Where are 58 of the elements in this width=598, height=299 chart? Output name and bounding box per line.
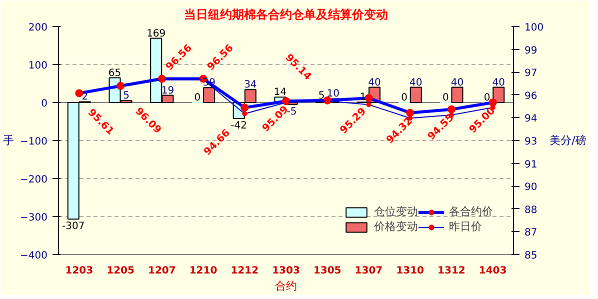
x-tick-label: 1210 [189, 266, 218, 276]
data-label: -307 [62, 221, 85, 232]
data-label: 40 [368, 77, 381, 88]
data-label: 10 [326, 88, 340, 100]
y2-tick-label: 85 [524, 250, 538, 262]
y2-tick-label: 93 [524, 136, 538, 148]
data-label: 5 [318, 90, 325, 102]
y2-tick-label: 88 [524, 204, 538, 216]
y2-tick-label: 91 [524, 159, 538, 170]
y2-tick-label: 96 [524, 90, 538, 102]
data-label: 0 [484, 92, 490, 104]
x-tick-label: 1203 [65, 266, 94, 276]
y2-tick-label: 100 [524, 22, 544, 34]
x-tick-label: 1303 [272, 266, 300, 276]
legend-label: 价格变动 [374, 219, 418, 234]
data-label: 65 [108, 68, 122, 79]
y-tick-label: −100 [20, 136, 48, 148]
y2-tick-label: 97 [524, 68, 538, 80]
data-label: -42 [230, 120, 248, 132]
y-tick-label: −400 [20, 250, 48, 262]
legend-label: 昨日价 [449, 219, 482, 234]
x-tick-label: 1205 [106, 266, 135, 276]
data-label: 39 [202, 78, 216, 89]
x-tick-label: 1307 [354, 266, 383, 276]
data-label: 0 [401, 92, 408, 104]
data-label: 169 [146, 28, 166, 40]
x-axis-title: 合约 [275, 280, 297, 292]
y-tick-label: 200 [28, 22, 48, 34]
y2-tick-label: 94 [524, 114, 538, 125]
data-label: 40 [410, 77, 422, 88]
x-tick-label: 1212 [230, 266, 259, 276]
data-label: 0 [194, 92, 201, 104]
chart-title: 当日纽约期棉各合约仓单及结算价变动 [184, 8, 388, 22]
y-tick-label: 0 [41, 98, 48, 110]
x-tick-label: 1312 [438, 266, 466, 276]
y2-axis-title: 美分/磅 [550, 134, 586, 147]
data-label: -5 [286, 106, 297, 118]
y2-tick-label: 87 [524, 228, 538, 239]
y-tick-label: −200 [20, 174, 48, 186]
legend-label: 各合约价 [449, 204, 493, 219]
y2-tick-label: 99 [524, 45, 538, 56]
data-label: 14 [274, 87, 287, 98]
y-tick-label: 100 [28, 60, 48, 72]
data-label: 34 [244, 80, 257, 91]
data-label: 40 [492, 77, 505, 88]
y2-tick-label: 90 [524, 182, 538, 194]
data-label: 40 [450, 77, 464, 88]
legend-label: 仓位变动 [374, 204, 418, 219]
x-tick-label: 1207 [148, 266, 176, 276]
data-label: 5 [123, 90, 130, 102]
data-label: 2 [82, 92, 88, 103]
x-tick-label: 1403 [478, 266, 507, 276]
x-tick-label: 1305 [313, 266, 342, 276]
data-label: 19 [161, 85, 174, 96]
y-axis-title: 手 [3, 134, 14, 147]
data-label: 0 [442, 92, 449, 104]
x-tick-label: 1310 [396, 266, 424, 276]
y-tick-label: −300 [20, 212, 48, 224]
